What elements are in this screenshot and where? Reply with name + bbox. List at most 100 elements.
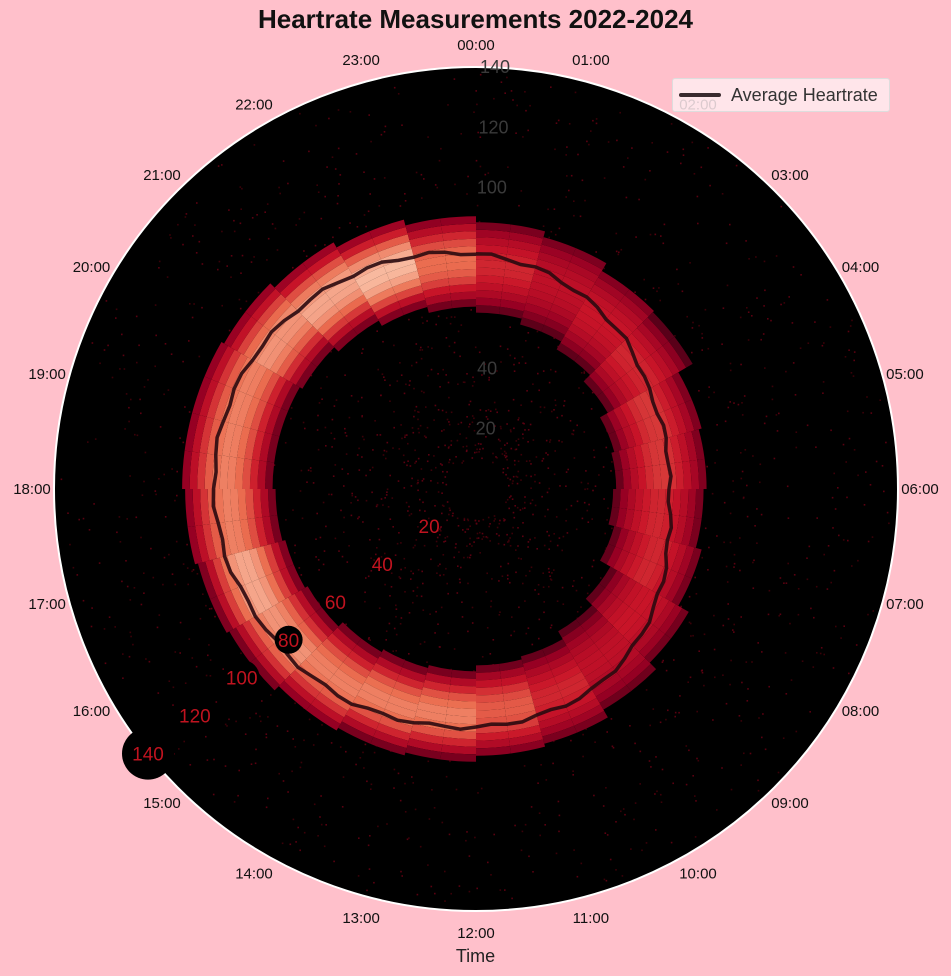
heatmap-cell: [684, 547, 702, 579]
noise-dot: [493, 520, 495, 522]
noise-dot: [205, 674, 208, 677]
heatmap-cell: [545, 645, 571, 664]
heatmap-cell: [626, 368, 647, 395]
heatmap-cell: [658, 604, 683, 634]
noise-dot: [214, 615, 216, 618]
noise-dot: [562, 603, 565, 605]
noise-dot: [792, 266, 795, 268]
noise-dot: [532, 871, 534, 873]
noise-dot: [724, 420, 727, 423]
heatmap-cell: [392, 277, 422, 295]
noise-dot: [545, 439, 548, 442]
heatmap-cell: [334, 287, 364, 311]
heatmap-cell: [552, 296, 580, 316]
noise-dot: [388, 622, 391, 625]
noise-dot: [577, 153, 579, 156]
heatmap-cell: [620, 373, 641, 398]
noise-dot: [529, 104, 531, 107]
heatmap-cell: [502, 276, 532, 290]
noise-dot: [427, 864, 429, 866]
noise-dot: [398, 576, 401, 578]
noise-dot: [867, 613, 869, 616]
heatmap-cell: [267, 375, 287, 406]
heatmap-cell: [424, 672, 452, 685]
noise-dot: [468, 425, 470, 428]
heatmap-cell: [476, 282, 503, 292]
noise-dot: [520, 453, 523, 456]
noise-dot: [129, 599, 132, 601]
noise-dot: [869, 484, 872, 486]
heatmap-cell: [509, 224, 546, 239]
noise-dot: [469, 543, 471, 545]
noise-dot: [557, 345, 559, 348]
noise-dot: [320, 387, 322, 389]
noise-dot: [524, 362, 527, 364]
noise-dot: [740, 616, 742, 618]
heatmap-cell: [599, 543, 616, 565]
noise-dot: [590, 408, 593, 410]
noise-dot: [686, 315, 688, 318]
noise-dot: [322, 501, 325, 504]
heatmap-cell: [585, 615, 609, 638]
noise-dot: [485, 591, 488, 593]
noise-dot: [850, 372, 853, 374]
noise-dot: [662, 242, 665, 245]
heatmap-cell: [370, 736, 407, 756]
heatmap-cell: [295, 362, 317, 389]
noise-dot: [810, 607, 812, 610]
average-heartrate-line: [211, 250, 674, 731]
noise-dot: [722, 307, 725, 309]
noise-dot: [373, 559, 375, 561]
noise-dot: [527, 441, 529, 443]
noise-dot: [466, 373, 468, 375]
heatmap-cell: [597, 325, 623, 349]
noise-dot: [695, 800, 697, 802]
noise-dot: [408, 612, 411, 614]
heatmap-cell: [402, 660, 429, 676]
noise-dot: [733, 402, 735, 404]
heatmap-cell: [576, 649, 604, 671]
noise-dot: [515, 448, 518, 451]
noise-dot: [389, 384, 391, 387]
noise-dot: [299, 112, 301, 115]
noise-dot: [250, 763, 253, 765]
noise-dot: [239, 307, 242, 310]
heatmap-cell: [633, 624, 659, 653]
noise-dot: [833, 569, 836, 572]
noise-dot: [570, 504, 573, 507]
noise-dot: [335, 399, 338, 401]
noise-dot: [159, 426, 162, 428]
noise-dot: [708, 386, 710, 388]
noise-dot: [163, 393, 165, 396]
noise-dot: [506, 423, 508, 425]
noise-dot: [690, 635, 692, 637]
heatmap-cell: [374, 301, 402, 320]
noise-dot: [540, 764, 542, 766]
noise-dot: [542, 457, 545, 460]
noise-dot: [384, 379, 386, 381]
noise-dot: [649, 724, 651, 727]
noise-dot: [115, 308, 118, 311]
noise-dot: [144, 451, 147, 454]
heatmap-cell: [305, 336, 329, 363]
noise-dot: [513, 630, 516, 633]
heatmap-cell: [210, 596, 234, 633]
heatmap-cell: [242, 458, 252, 489]
heatmap-cell: [639, 629, 665, 658]
noise-dot: [460, 566, 462, 569]
noise-dot: [449, 458, 451, 461]
noise-dot: [395, 650, 397, 652]
noise-dot: [631, 147, 633, 149]
noise-dot: [768, 589, 771, 592]
heatmap-cell: [476, 738, 510, 749]
heatmap-cell: [476, 731, 509, 741]
noise-dot: [521, 830, 524, 833]
heatmap-cell: [364, 675, 394, 696]
heatmap-cell: [447, 268, 476, 279]
noise-dot: [382, 504, 384, 506]
heatmap-cell: [387, 695, 419, 712]
noise-dot: [341, 555, 344, 558]
heatmap-cell: [317, 310, 344, 336]
heatmap-cell: [284, 675, 316, 705]
noise-dot: [332, 236, 334, 239]
